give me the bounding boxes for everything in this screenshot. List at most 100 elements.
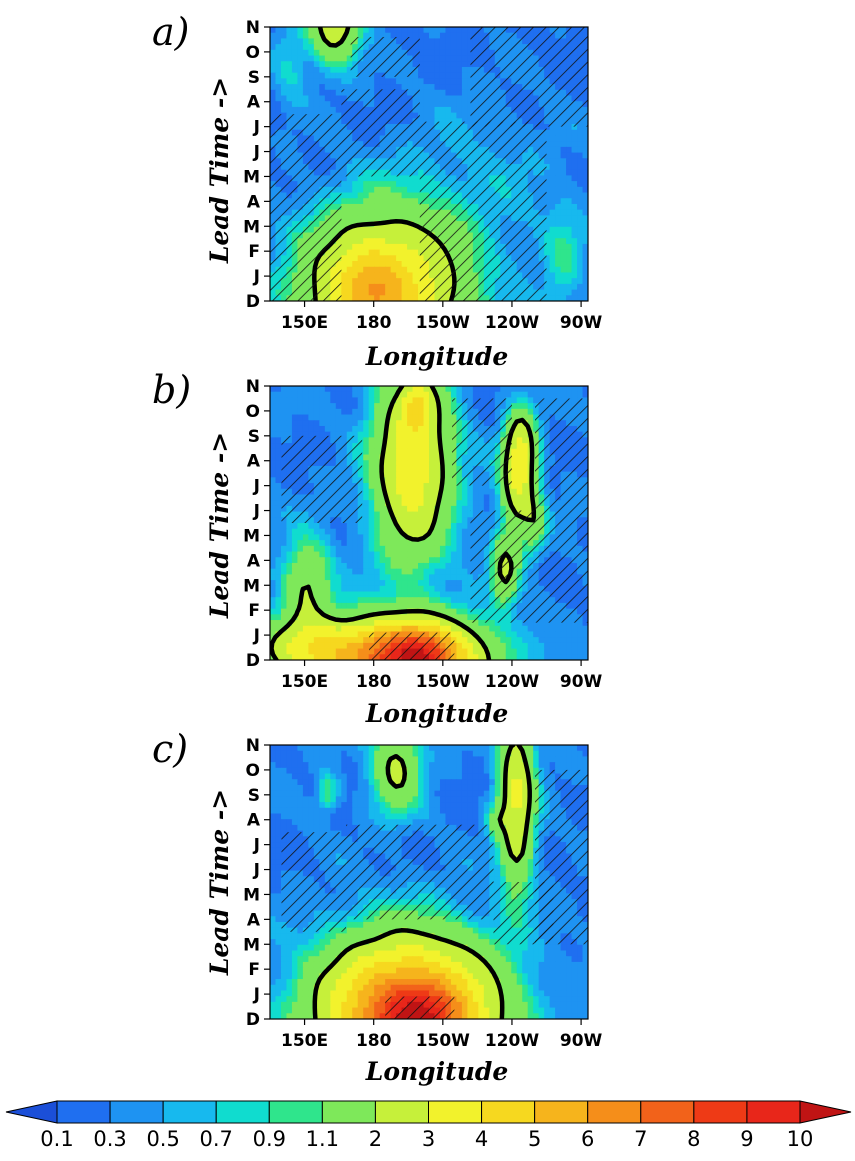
heat-cell xyxy=(390,249,397,256)
heat-cell xyxy=(270,517,277,524)
heat-cell xyxy=(544,169,551,177)
heat-cell xyxy=(434,89,441,97)
heat-cell xyxy=(412,414,419,421)
heat-cell xyxy=(461,72,468,79)
heat-cell xyxy=(516,414,523,421)
heat-cell xyxy=(439,84,447,91)
heat-cell xyxy=(313,61,320,68)
heat-cell xyxy=(450,386,458,393)
heat-cell xyxy=(297,386,304,393)
heat-cell xyxy=(467,488,474,496)
heat-cell xyxy=(385,295,392,301)
heat-cell xyxy=(450,61,458,68)
heat-cell xyxy=(363,580,370,587)
x-tick-label: 180 xyxy=(356,313,392,333)
heat-cell xyxy=(363,443,370,450)
heat-cell xyxy=(313,397,320,404)
heat-cell xyxy=(346,78,353,85)
heat-cell xyxy=(516,460,523,467)
heat-cell xyxy=(297,49,304,57)
heat-cell xyxy=(313,55,320,62)
heat-cell xyxy=(335,95,342,102)
heat-cell xyxy=(396,295,403,301)
heat-cell xyxy=(319,55,326,62)
heat-cell xyxy=(396,437,403,444)
heat-cell xyxy=(275,557,282,564)
heat-cell xyxy=(363,585,370,593)
heat-cell xyxy=(401,414,408,421)
heat-cell xyxy=(544,175,551,182)
heat-cell xyxy=(560,135,567,142)
heat-cell xyxy=(439,106,447,114)
heat-cell xyxy=(385,272,392,279)
heat-cell xyxy=(396,27,403,34)
heat-cell xyxy=(450,72,458,79)
heat-cell xyxy=(429,106,436,114)
heat-cell xyxy=(456,89,463,97)
heat-cell xyxy=(368,226,375,234)
heat-cell xyxy=(461,84,468,91)
heat-cell xyxy=(330,420,337,427)
heat-cell xyxy=(390,232,397,239)
heat-cell xyxy=(582,283,588,291)
heat-cell xyxy=(385,534,392,541)
heat-cell xyxy=(341,238,348,245)
heat-cell xyxy=(577,175,584,182)
heat-cell xyxy=(434,84,441,91)
heat-cell xyxy=(352,562,359,570)
heat-cell xyxy=(412,289,419,296)
heat-cell xyxy=(280,534,288,541)
heat-cell xyxy=(467,38,474,45)
heat-cell xyxy=(346,580,353,587)
heat-cell xyxy=(571,243,578,251)
heat-cell xyxy=(549,221,556,228)
heat-cell xyxy=(418,465,425,473)
heat-cell xyxy=(407,232,414,239)
heat-cell xyxy=(412,32,419,40)
heat-cell xyxy=(456,101,463,108)
heat-cell xyxy=(566,295,573,301)
heat-cell xyxy=(335,66,342,74)
heat-cell xyxy=(577,278,584,285)
heat-cell xyxy=(412,431,419,438)
heat-cell xyxy=(555,146,562,154)
heat-cell xyxy=(270,488,277,496)
heat-cell xyxy=(341,215,348,222)
heat-cell xyxy=(324,397,331,404)
heat-cell xyxy=(429,454,436,461)
heat-cell xyxy=(308,95,315,102)
heat-cell xyxy=(412,272,419,279)
heat-cell xyxy=(379,420,386,427)
heat-cell xyxy=(582,141,588,148)
heat-cell xyxy=(407,295,414,301)
heat-cell xyxy=(324,32,331,40)
heat-cell xyxy=(291,534,299,541)
heat-cell xyxy=(313,557,320,564)
heat-cell xyxy=(335,397,342,404)
heat-cell xyxy=(385,209,392,216)
heat-cell xyxy=(418,483,425,490)
heat-cell xyxy=(401,203,408,211)
heat-cell xyxy=(423,44,430,51)
heat-cell xyxy=(418,44,425,51)
x-axis-title-a: Longitude xyxy=(365,342,509,371)
heat-cell xyxy=(374,414,381,421)
heat-cell xyxy=(467,523,474,530)
heat-cell xyxy=(445,500,452,507)
heat-cell xyxy=(527,386,534,393)
heat-cell xyxy=(390,505,397,513)
heat-cell xyxy=(374,198,381,205)
heat-cell xyxy=(560,283,567,291)
heat-cell xyxy=(429,420,436,427)
heat-cell xyxy=(412,580,419,587)
heat-cell xyxy=(280,528,288,536)
heat-cell xyxy=(379,255,386,262)
heat-cell xyxy=(357,32,364,40)
heat-cell xyxy=(439,568,447,575)
heat-cell xyxy=(544,249,551,256)
heat-cell xyxy=(374,483,381,490)
heat-cell xyxy=(418,391,425,399)
heat-cell xyxy=(527,420,534,427)
x-tick-label: 90W xyxy=(560,313,603,333)
heat-cell xyxy=(566,221,573,228)
